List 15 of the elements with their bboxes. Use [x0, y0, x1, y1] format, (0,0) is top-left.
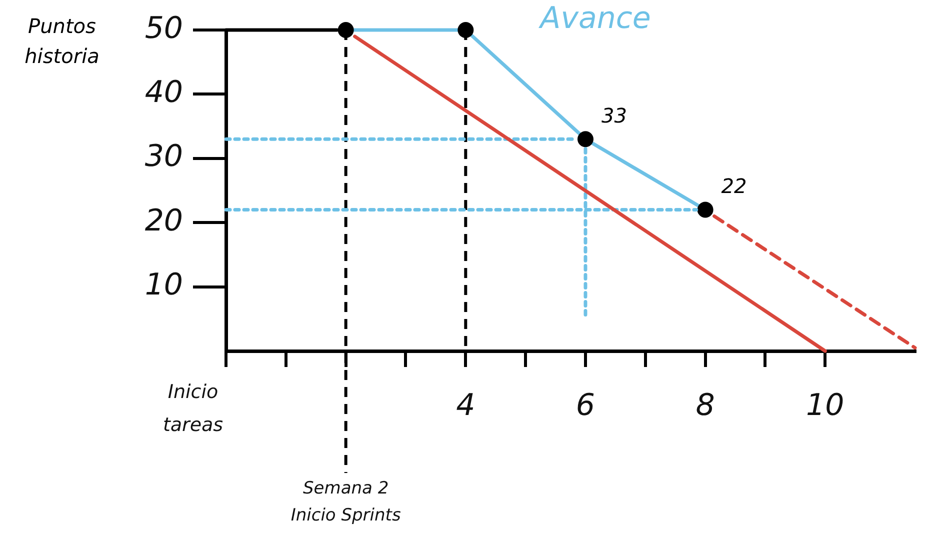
ref-line-label: Semana 2 Inicio Sprints: [290, 478, 401, 526]
x-tick-label: 4: [456, 388, 476, 423]
y-tick-label: 40: [144, 74, 183, 110]
y-tick-label: 50: [144, 10, 183, 46]
y-axis-title: Puntos historia: [24, 14, 100, 68]
y-tick-label: 10: [144, 268, 183, 303]
data-label: 22: [721, 174, 747, 198]
series-label: Avance: [538, 0, 651, 36]
y-tick-label: 20: [144, 203, 183, 238]
y-tick-label: 30: [144, 139, 183, 174]
text: Inicio tareas: [162, 380, 224, 436]
x-tick-label: 10: [806, 388, 844, 423]
data-label: 33: [601, 103, 627, 128]
x-tick-label: 6: [576, 388, 596, 423]
x-tick-label: 8: [696, 388, 715, 423]
